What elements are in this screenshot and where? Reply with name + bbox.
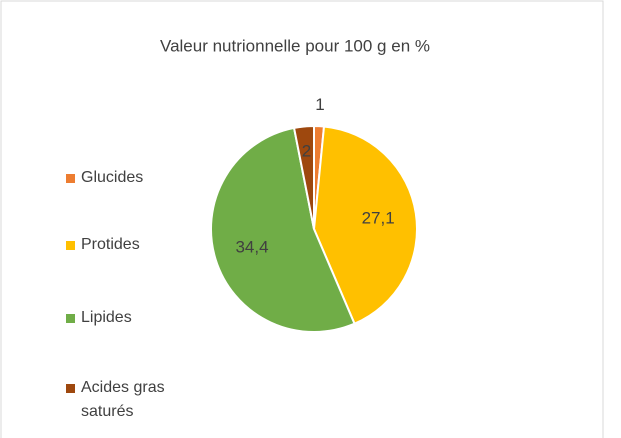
legend-swatch — [66, 174, 75, 183]
legend-label: Protides — [81, 236, 140, 253]
data-label: 1 — [315, 95, 324, 114]
pie-slice — [292, 124, 315, 230]
legend-item: Protides — [66, 233, 196, 257]
legend-swatch — [66, 314, 75, 323]
legend-label: Acides gras saturés — [81, 379, 165, 420]
legend-swatch — [66, 384, 75, 393]
legend-item: Lipides — [66, 306, 196, 330]
legend-item: Glucides — [66, 166, 196, 190]
legend-label: Lipides — [81, 309, 132, 326]
pie-slice — [312, 125, 418, 326]
pie-slice — [210, 126, 356, 333]
data-label: 2 — [302, 142, 311, 161]
chart-title: Valeur nutrionnelle pour 100 g en % — [160, 36, 430, 55]
legend-label: Glucides — [81, 169, 144, 186]
legend-swatch — [66, 241, 75, 250]
data-label: 27,1 — [362, 209, 395, 228]
data-label: 34,4 — [235, 238, 268, 257]
legend-item: Acides gras saturés — [66, 376, 196, 424]
